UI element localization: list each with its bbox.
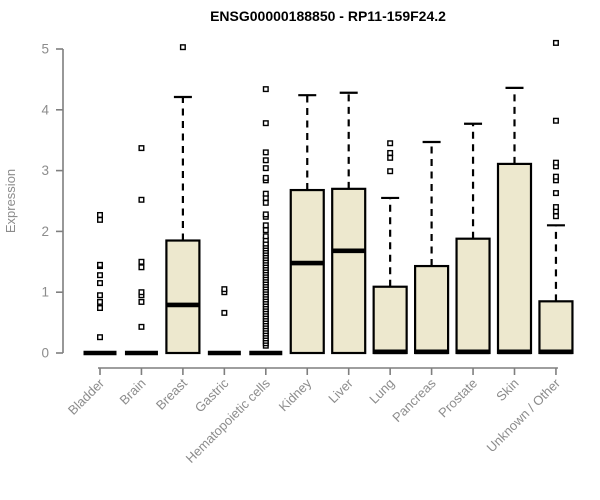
box-kidney [289, 188, 325, 355]
y-tick-label: 4 [41, 102, 49, 117]
box-unknown-other [538, 300, 574, 355]
outlier-point [96, 211, 103, 218]
x-tick-label: Skin [493, 376, 521, 404]
x-tick-label: Unknown / Other [483, 375, 563, 455]
outlier-point [262, 120, 269, 127]
y-tick-label: 3 [41, 163, 49, 178]
x-tick-label: Gastric [192, 375, 232, 415]
outlier-point [96, 305, 103, 312]
outlier-point [138, 145, 145, 152]
y-tick-label: 1 [41, 285, 49, 300]
outlier-point [96, 216, 103, 223]
outlier-point [552, 117, 559, 124]
outlier-point [387, 140, 394, 147]
x-tick-label: Bladder [65, 375, 108, 418]
outlier-point [138, 289, 145, 296]
y-axis-label: Expression [3, 169, 18, 233]
outlier-point [262, 190, 269, 197]
outlier-point [262, 174, 269, 181]
outlier-point [552, 173, 559, 180]
x-tick-label: Lung [366, 376, 397, 407]
x-tick-label: Breast [153, 375, 190, 412]
outlier-point [96, 261, 103, 268]
outlier-point [387, 149, 394, 156]
x-tick-label: Prostate [435, 376, 480, 421]
box-lung [372, 285, 408, 355]
chart-title: ENSG00000188850 - RP11-159F24.2 [210, 8, 446, 24]
outlier-point [552, 213, 559, 220]
outlier-point [96, 334, 103, 341]
outlier-point [96, 298, 103, 305]
outlier-point [96, 272, 103, 279]
outlier-point [262, 86, 269, 93]
outlier-point [138, 264, 145, 271]
outlier-point [262, 149, 269, 156]
outlier-point [138, 258, 145, 265]
outlier-point [262, 227, 269, 234]
outlier-point [221, 309, 228, 316]
box-skin [496, 162, 533, 355]
outlier-point [138, 298, 145, 305]
outlier-point [96, 280, 103, 287]
outlier-point [262, 211, 269, 218]
box-breast [165, 239, 201, 355]
x-tick-label: Pancreas [389, 375, 439, 425]
outlier-point [387, 168, 394, 175]
outlier-point [138, 323, 145, 330]
outlier-point [138, 196, 145, 203]
outlier-point [262, 233, 269, 240]
box-pancreas [414, 264, 450, 355]
outlier-point [552, 204, 559, 211]
y-tick-label: 0 [41, 346, 49, 361]
outlier-point [552, 39, 559, 46]
outlier-point [96, 292, 103, 299]
outlier-point [179, 44, 186, 51]
outlier-point [262, 199, 269, 206]
outlier-point [387, 154, 394, 161]
outlier-point [262, 222, 269, 229]
outlier-point [262, 165, 269, 172]
x-tick-label: Brain [116, 376, 148, 408]
x-tick-label: Liver [325, 375, 356, 406]
outlier-point [552, 190, 559, 197]
y-tick-label: 2 [41, 224, 49, 239]
outlier-point [221, 286, 228, 293]
box-liver [331, 187, 367, 355]
box-prostate [455, 237, 491, 355]
x-tick-label: Kidney [276, 375, 315, 414]
outlier-point [552, 159, 559, 166]
outlier-point [262, 157, 269, 164]
y-tick-label: 5 [41, 42, 49, 57]
